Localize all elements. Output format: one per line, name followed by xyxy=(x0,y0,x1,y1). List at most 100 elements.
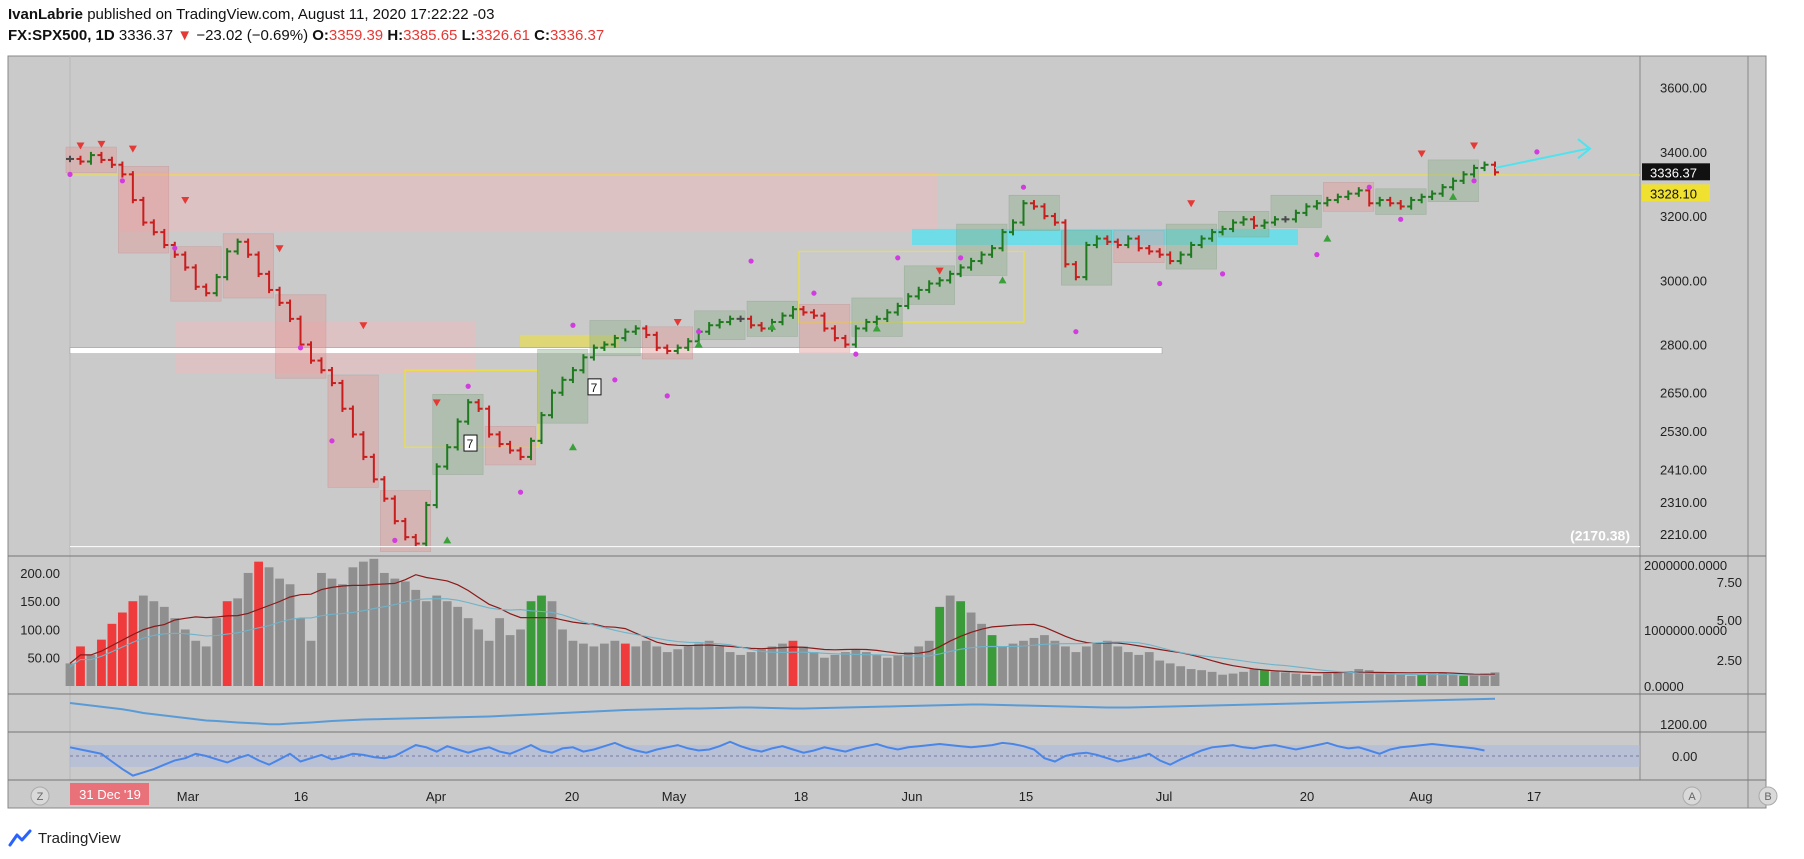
signal-dot xyxy=(67,171,73,177)
projection-arrow xyxy=(1494,147,1589,169)
volume-bar xyxy=(212,618,222,686)
volume-bar xyxy=(1417,674,1427,686)
volume-bar xyxy=(379,572,389,686)
volume-bar xyxy=(893,654,903,686)
low-marker-label: (2170.38) xyxy=(1570,528,1630,544)
symbol-label[interactable]: FX:SPX500, 1D xyxy=(8,27,115,44)
volume-bar xyxy=(882,657,892,686)
yellow-highlight xyxy=(520,334,620,347)
last-price: 3336.37 xyxy=(118,27,174,44)
volume-bar xyxy=(851,649,861,686)
volume-bar xyxy=(1333,672,1343,686)
signal-dot xyxy=(1157,280,1163,287)
volume-left-tick: 100.00 xyxy=(20,622,60,637)
open-value: 3359.39 xyxy=(328,27,384,44)
volume-bar xyxy=(191,640,201,686)
time-tick-label: 20 xyxy=(1300,789,1314,804)
volume-bar xyxy=(243,572,253,686)
b-button[interactable] xyxy=(1758,786,1778,806)
volume-bar xyxy=(1165,663,1175,686)
low-value: 3326.61 xyxy=(475,27,530,44)
volume-bar xyxy=(903,652,913,686)
volume-bar xyxy=(317,572,326,686)
volume-bar xyxy=(390,578,400,686)
time-tick-label: 16 xyxy=(294,789,308,804)
indicator2-line xyxy=(69,740,1485,777)
count-box xyxy=(587,378,602,396)
volume-bar xyxy=(474,629,484,686)
volume-bar xyxy=(442,601,452,686)
volume-bar xyxy=(526,601,536,686)
volume-ma2-line xyxy=(69,598,1495,676)
author-name[interactable]: IvanLabrie xyxy=(8,6,84,23)
signal-dot xyxy=(465,383,471,389)
signal-dot xyxy=(570,322,576,328)
volume-bar xyxy=(998,646,1007,686)
volume-bar xyxy=(484,640,494,686)
volume-bar xyxy=(977,623,986,686)
volume-bar xyxy=(201,646,211,686)
volume-bar xyxy=(1364,670,1374,686)
volume-right-tick: 2000000.0000 xyxy=(1644,558,1727,573)
volume-bar xyxy=(453,606,463,686)
volume-bar xyxy=(1081,646,1091,686)
indicator1-tick: 1200.00 xyxy=(1660,717,1707,732)
volume-bar xyxy=(799,646,808,686)
count-box xyxy=(463,434,478,452)
footer-brand: TradingView xyxy=(8,824,121,852)
volume-bar xyxy=(631,646,641,686)
volume-bar xyxy=(1019,640,1028,686)
signal-dot xyxy=(297,345,304,351)
time-tick-label: Aug xyxy=(1409,789,1432,804)
zoom-reset-button[interactable] xyxy=(30,786,50,806)
price-tick-label: 3400.00 xyxy=(1660,145,1707,160)
last-price-tag xyxy=(1642,163,1710,181)
volume-bar xyxy=(1144,652,1154,686)
volume-bar xyxy=(1490,672,1500,686)
volume-left-tick: 200.00 xyxy=(20,566,60,581)
volume-bar xyxy=(264,567,274,686)
signal-dot xyxy=(958,255,964,261)
volume-bar xyxy=(568,640,578,686)
volume-bar xyxy=(358,561,368,686)
sell-triangle-icon xyxy=(128,145,137,153)
time-tick-label: 15 xyxy=(1019,789,1033,804)
time-axis: Mar 16 Apr 20 May 18 Jun 15 Jul 20 Aug 17 31 Dec '19 xyxy=(70,783,1541,805)
volume-left-tick: 50.00 xyxy=(27,651,60,666)
signal-dot xyxy=(1073,329,1079,335)
volume-bar xyxy=(128,601,138,686)
signal-dot xyxy=(1366,184,1372,190)
volume-bar xyxy=(778,643,787,686)
signal-dot xyxy=(1020,184,1027,190)
b-button-label: B xyxy=(1764,791,1771,803)
volume-bar xyxy=(1061,646,1070,686)
volume-bar xyxy=(736,654,745,686)
volume-bar xyxy=(537,595,546,686)
time-tick-label: 17 xyxy=(1527,789,1541,804)
signal-dot xyxy=(329,438,335,444)
volume-bar xyxy=(1459,675,1468,686)
volume-bar xyxy=(463,618,473,686)
count-label: 7 xyxy=(467,437,474,451)
signal-dot xyxy=(1219,271,1226,277)
volume-layer: 200.00 150.00 100.00 50.00 2000000.0000 10000… xyxy=(20,558,1742,694)
volume-bar xyxy=(1239,671,1248,686)
sell-triangle-icon xyxy=(1470,142,1479,150)
buy-triangle-icon xyxy=(998,276,1007,284)
volume-left-tick: 150.00 xyxy=(20,594,60,609)
volume-bar xyxy=(757,649,766,686)
signal-dot xyxy=(664,393,670,399)
volume-bar xyxy=(1207,671,1217,686)
volume-bar xyxy=(610,640,620,686)
signal-dot xyxy=(1314,252,1320,258)
volume-bar xyxy=(1291,673,1301,686)
volume-bar xyxy=(956,601,966,686)
count-label: 7 xyxy=(591,381,598,395)
time-tick-label: Mar xyxy=(177,789,200,804)
volume-bar xyxy=(914,646,924,686)
volume-bar xyxy=(275,578,284,686)
volume-bar xyxy=(966,612,976,686)
auto-scale-button[interactable] xyxy=(1682,786,1702,806)
volume-bar xyxy=(767,646,777,686)
